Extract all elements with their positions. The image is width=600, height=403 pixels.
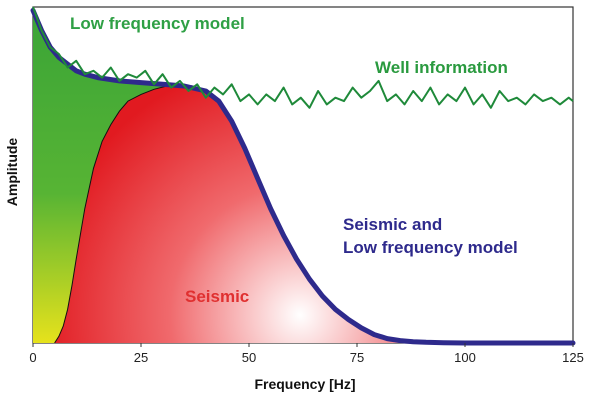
x-tick-label: 75 [350, 350, 364, 365]
x-axis-label: Frequency [Hz] [254, 376, 355, 392]
x-tick-label: 50 [242, 350, 256, 365]
x-tick-label: 100 [454, 350, 476, 365]
combined-annotation-line1: Seismic and [343, 215, 442, 234]
combined-annotation-line2: Low frequency model [343, 238, 518, 257]
combined-spectrum-line [30, 7, 576, 346]
x-tick-label: 125 [562, 350, 584, 365]
seismic-annotation: Seismic [185, 287, 249, 306]
x-tick-label: 0 [29, 350, 36, 365]
x-axis-ticks: 0 25 50 75 100 125 [29, 343, 584, 365]
low-frequency-annotation: Low frequency model [70, 14, 245, 33]
well-information-annotation: Well information [375, 58, 508, 77]
seismic-area [54, 84, 444, 344]
y-axis-label: Amplitude [4, 138, 20, 207]
well-information-line [32, 6, 574, 109]
x-tick-label: 25 [134, 350, 148, 365]
